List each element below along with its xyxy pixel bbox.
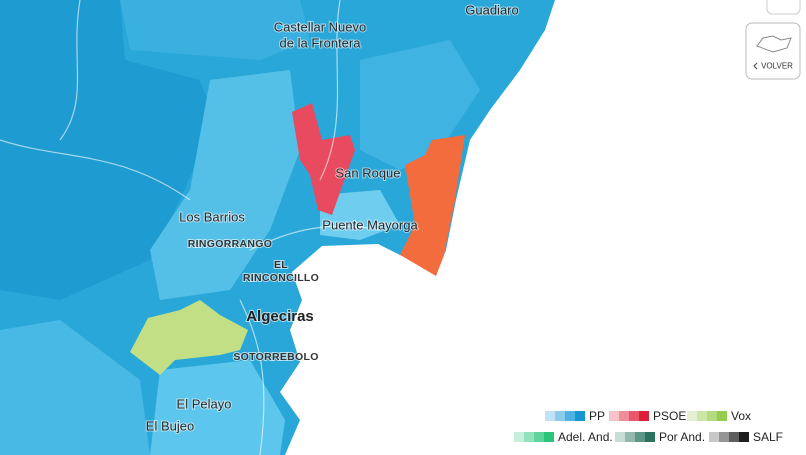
legend-label: Vox xyxy=(731,409,751,423)
legend-swatch xyxy=(534,432,544,442)
legend-label: SALF xyxy=(753,430,783,444)
legend-swatch xyxy=(565,411,575,421)
place-label: Puente Mayorga xyxy=(322,217,418,232)
legend-swatch xyxy=(514,432,524,442)
legend-label: Por And. xyxy=(659,430,705,444)
place-label: EL xyxy=(274,259,288,271)
region xyxy=(150,360,285,455)
back-button[interactable]: VOLVER xyxy=(745,22,801,80)
legend-swatch xyxy=(635,432,645,442)
region-icon xyxy=(756,35,792,53)
chevron xyxy=(753,62,758,70)
place-label: de la Frontera xyxy=(280,35,362,50)
place-label: El Pelayo xyxy=(177,396,232,411)
legend-swatch xyxy=(609,411,619,421)
legend-swatch xyxy=(555,411,565,421)
region-psoe xyxy=(292,103,355,215)
place-label: Guadiaro xyxy=(465,2,518,17)
button-label[interactable]: VOLVER xyxy=(761,62,793,71)
region-vox xyxy=(130,300,248,375)
legend-swatch xyxy=(545,411,555,421)
legend-swatch xyxy=(645,432,655,442)
place-label: SOTORREBOLO xyxy=(233,351,318,363)
legend-swatch xyxy=(719,432,729,442)
region xyxy=(120,0,310,60)
legend-swatch xyxy=(717,411,727,421)
legend-swatch xyxy=(615,432,625,442)
place-label: RINCONCILLO xyxy=(243,272,319,284)
legend-swatch xyxy=(697,411,707,421)
legend-swatch xyxy=(739,432,749,442)
legend-swatch xyxy=(729,432,739,442)
place-label: Los Barrios xyxy=(179,209,245,224)
region xyxy=(320,190,400,240)
legend-swatch xyxy=(544,432,554,442)
region xyxy=(150,70,300,300)
place-label: Castellar Nuevo xyxy=(274,19,367,34)
region xyxy=(360,40,480,170)
place-label: RINGORRANGO xyxy=(188,238,272,250)
road xyxy=(0,0,381,455)
place-label: San Roque xyxy=(335,165,400,180)
button-frame[interactable] xyxy=(745,22,801,80)
place-label: Algeciras xyxy=(246,308,314,325)
legend-swatch xyxy=(619,411,629,421)
legend-swatch xyxy=(629,411,639,421)
legend-swatch xyxy=(575,411,585,421)
region xyxy=(0,320,150,455)
legend-label: PP xyxy=(589,409,605,423)
legend-swatch xyxy=(687,411,697,421)
legend-swatch xyxy=(709,432,719,442)
region-psoe-alt xyxy=(400,135,465,278)
legend-swatch xyxy=(639,411,649,421)
region xyxy=(0,0,215,300)
legend-swatch xyxy=(625,432,635,442)
sea xyxy=(280,0,806,455)
legend-swatch xyxy=(707,411,717,421)
legend-label: Adel. And. xyxy=(558,430,613,444)
legend-swatch xyxy=(524,432,534,442)
legend-label: PSOE xyxy=(653,409,686,423)
map-control[interactable] xyxy=(766,0,801,15)
place-label: El Bujeo xyxy=(146,418,194,433)
